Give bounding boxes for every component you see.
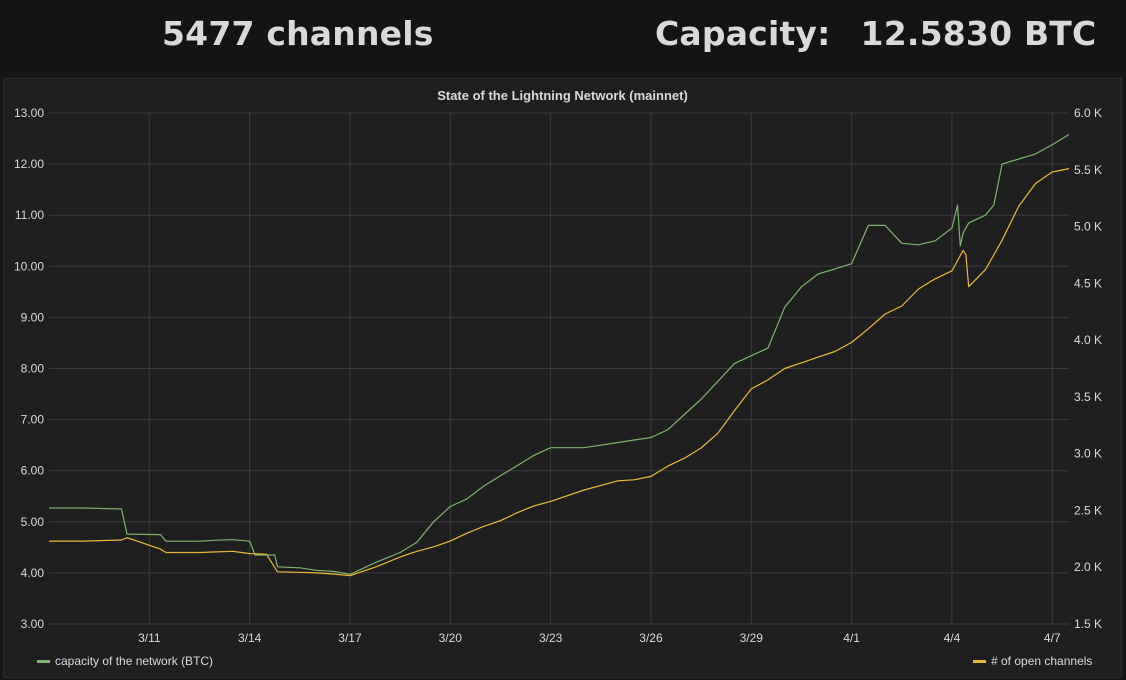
x-tick-label: 3/14 [238,631,262,645]
y-left-tick-label: 4.00 [21,566,45,580]
y-left-tick-label: 13.00 [14,106,44,120]
legend-capacity-swatch [37,659,50,663]
legend-channels-swatch [973,659,986,663]
legend-capacity-label: capacity of the network (BTC) [55,654,214,668]
y-right-tick-label: 4.0 K [1074,333,1102,347]
x-tick-label: 3/20 [439,631,463,645]
legend-capacity[interactable]: capacity of the network (BTC) [37,654,213,668]
stats-bar: 5477 channels Capacity: 12.5830 BTC [0,0,1126,72]
y-left-tick-label: 9.00 [21,310,45,324]
y-right-tick-label: 2.5 K [1074,503,1102,517]
y-left-tick-label: 11.00 [15,208,44,222]
y-left-tick-label: 12.00 [14,157,44,171]
y-right-tick-label: 4.5 K [1074,276,1102,290]
x-tick-label: 3/11 [138,631,161,645]
legend-channels[interactable]: # of open channels [973,654,1092,668]
panel-title[interactable]: State of the Lightning Network (mainnet) [437,88,688,103]
y-left-tick-label: 8.00 [21,362,45,376]
capacity-series-line [49,133,1070,576]
y-right-tick-label: 6.0 K [1074,106,1102,120]
x-tick-label: 4/1 [843,631,860,645]
channel-count-stat: 5477 channels [162,14,434,53]
y-left-tick-label: 7.00 [21,413,45,427]
y-left-tick-label: 10.00 [14,259,44,273]
y-left-tick-label: 3.00 [21,617,45,631]
y-left-tick-label: 5.00 [21,515,45,529]
channels-series-line [49,168,1070,577]
y-right-tick-label: 3.5 K [1074,390,1102,404]
y-right-tick-label: 5.0 K [1074,220,1102,234]
x-tick-label: 4/4 [944,631,961,645]
graph-panel[interactable]: State of the Lightning Network (mainnet) [3,78,1122,678]
legend-channels-label: # of open channels [991,654,1093,668]
x-tick-label: 3/23 [539,631,563,645]
x-tick-label: 3/17 [338,631,362,645]
y-right-tick-label: 1.5 K [1074,617,1102,631]
x-tick-label: 3/29 [740,631,764,645]
x-tick-label: 3/26 [639,631,663,645]
capacity-value: 12.5830 BTC [860,14,1097,53]
y-right-tick-label: 5.5 K [1074,163,1102,177]
y-right-tick-label: 2.0 K [1074,560,1102,574]
x-tick-label: 4/7 [1044,631,1061,645]
y-left-tick-label: 6.00 [21,464,45,478]
capacity-stat: Capacity: 12.5830 BTC [655,14,1096,53]
capacity-label: Capacity: [655,14,831,53]
y-right-tick-label: 3.0 K [1074,447,1102,461]
